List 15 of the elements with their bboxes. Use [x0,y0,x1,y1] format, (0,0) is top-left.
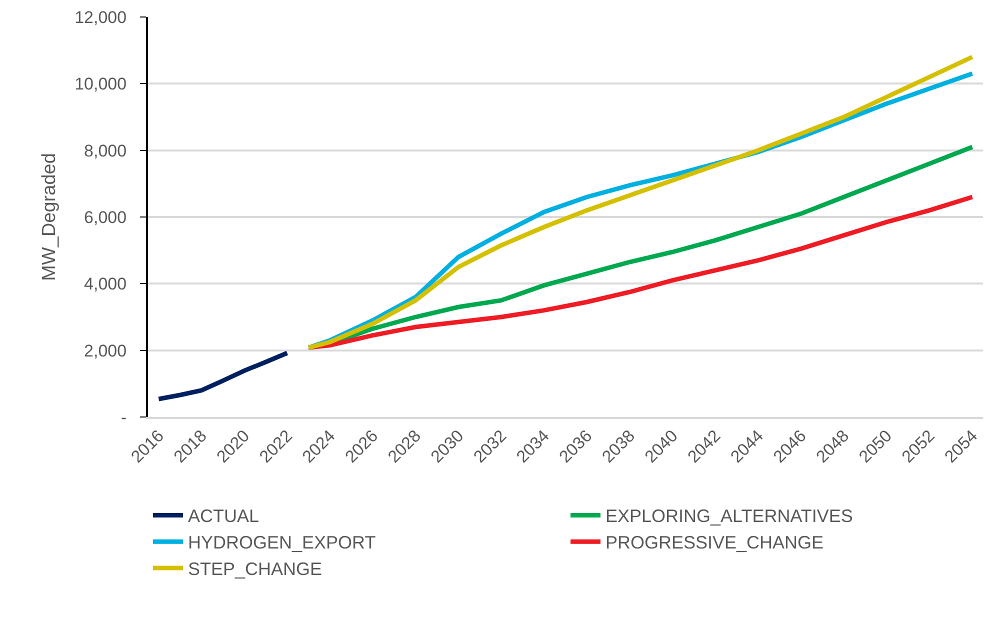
y-tick-label: 4,000 [84,274,127,294]
y-tick-label: - [120,408,127,427]
y-tick-label: 8,000 [84,141,127,160]
y-axis-title: MW_Degraded [38,153,60,281]
legend-label: ACTUAL [188,506,260,526]
y-tick-label: 10,000 [74,74,127,94]
legend-label: EXPLORING_ALTERNATIVES [606,506,853,526]
legend-label: HYDROGEN_EXPORT [188,532,376,553]
legend-label: PROGRESSIVE_CHANGE [606,532,824,553]
legend-label: STEP_CHANGE [188,559,322,580]
line-series [156,350,290,402]
y-tick-label: 2,000 [84,341,127,360]
line-series [306,194,975,350]
y-tick-label: 12,000 [74,8,127,27]
y-tick-label: 6,000 [84,208,127,227]
